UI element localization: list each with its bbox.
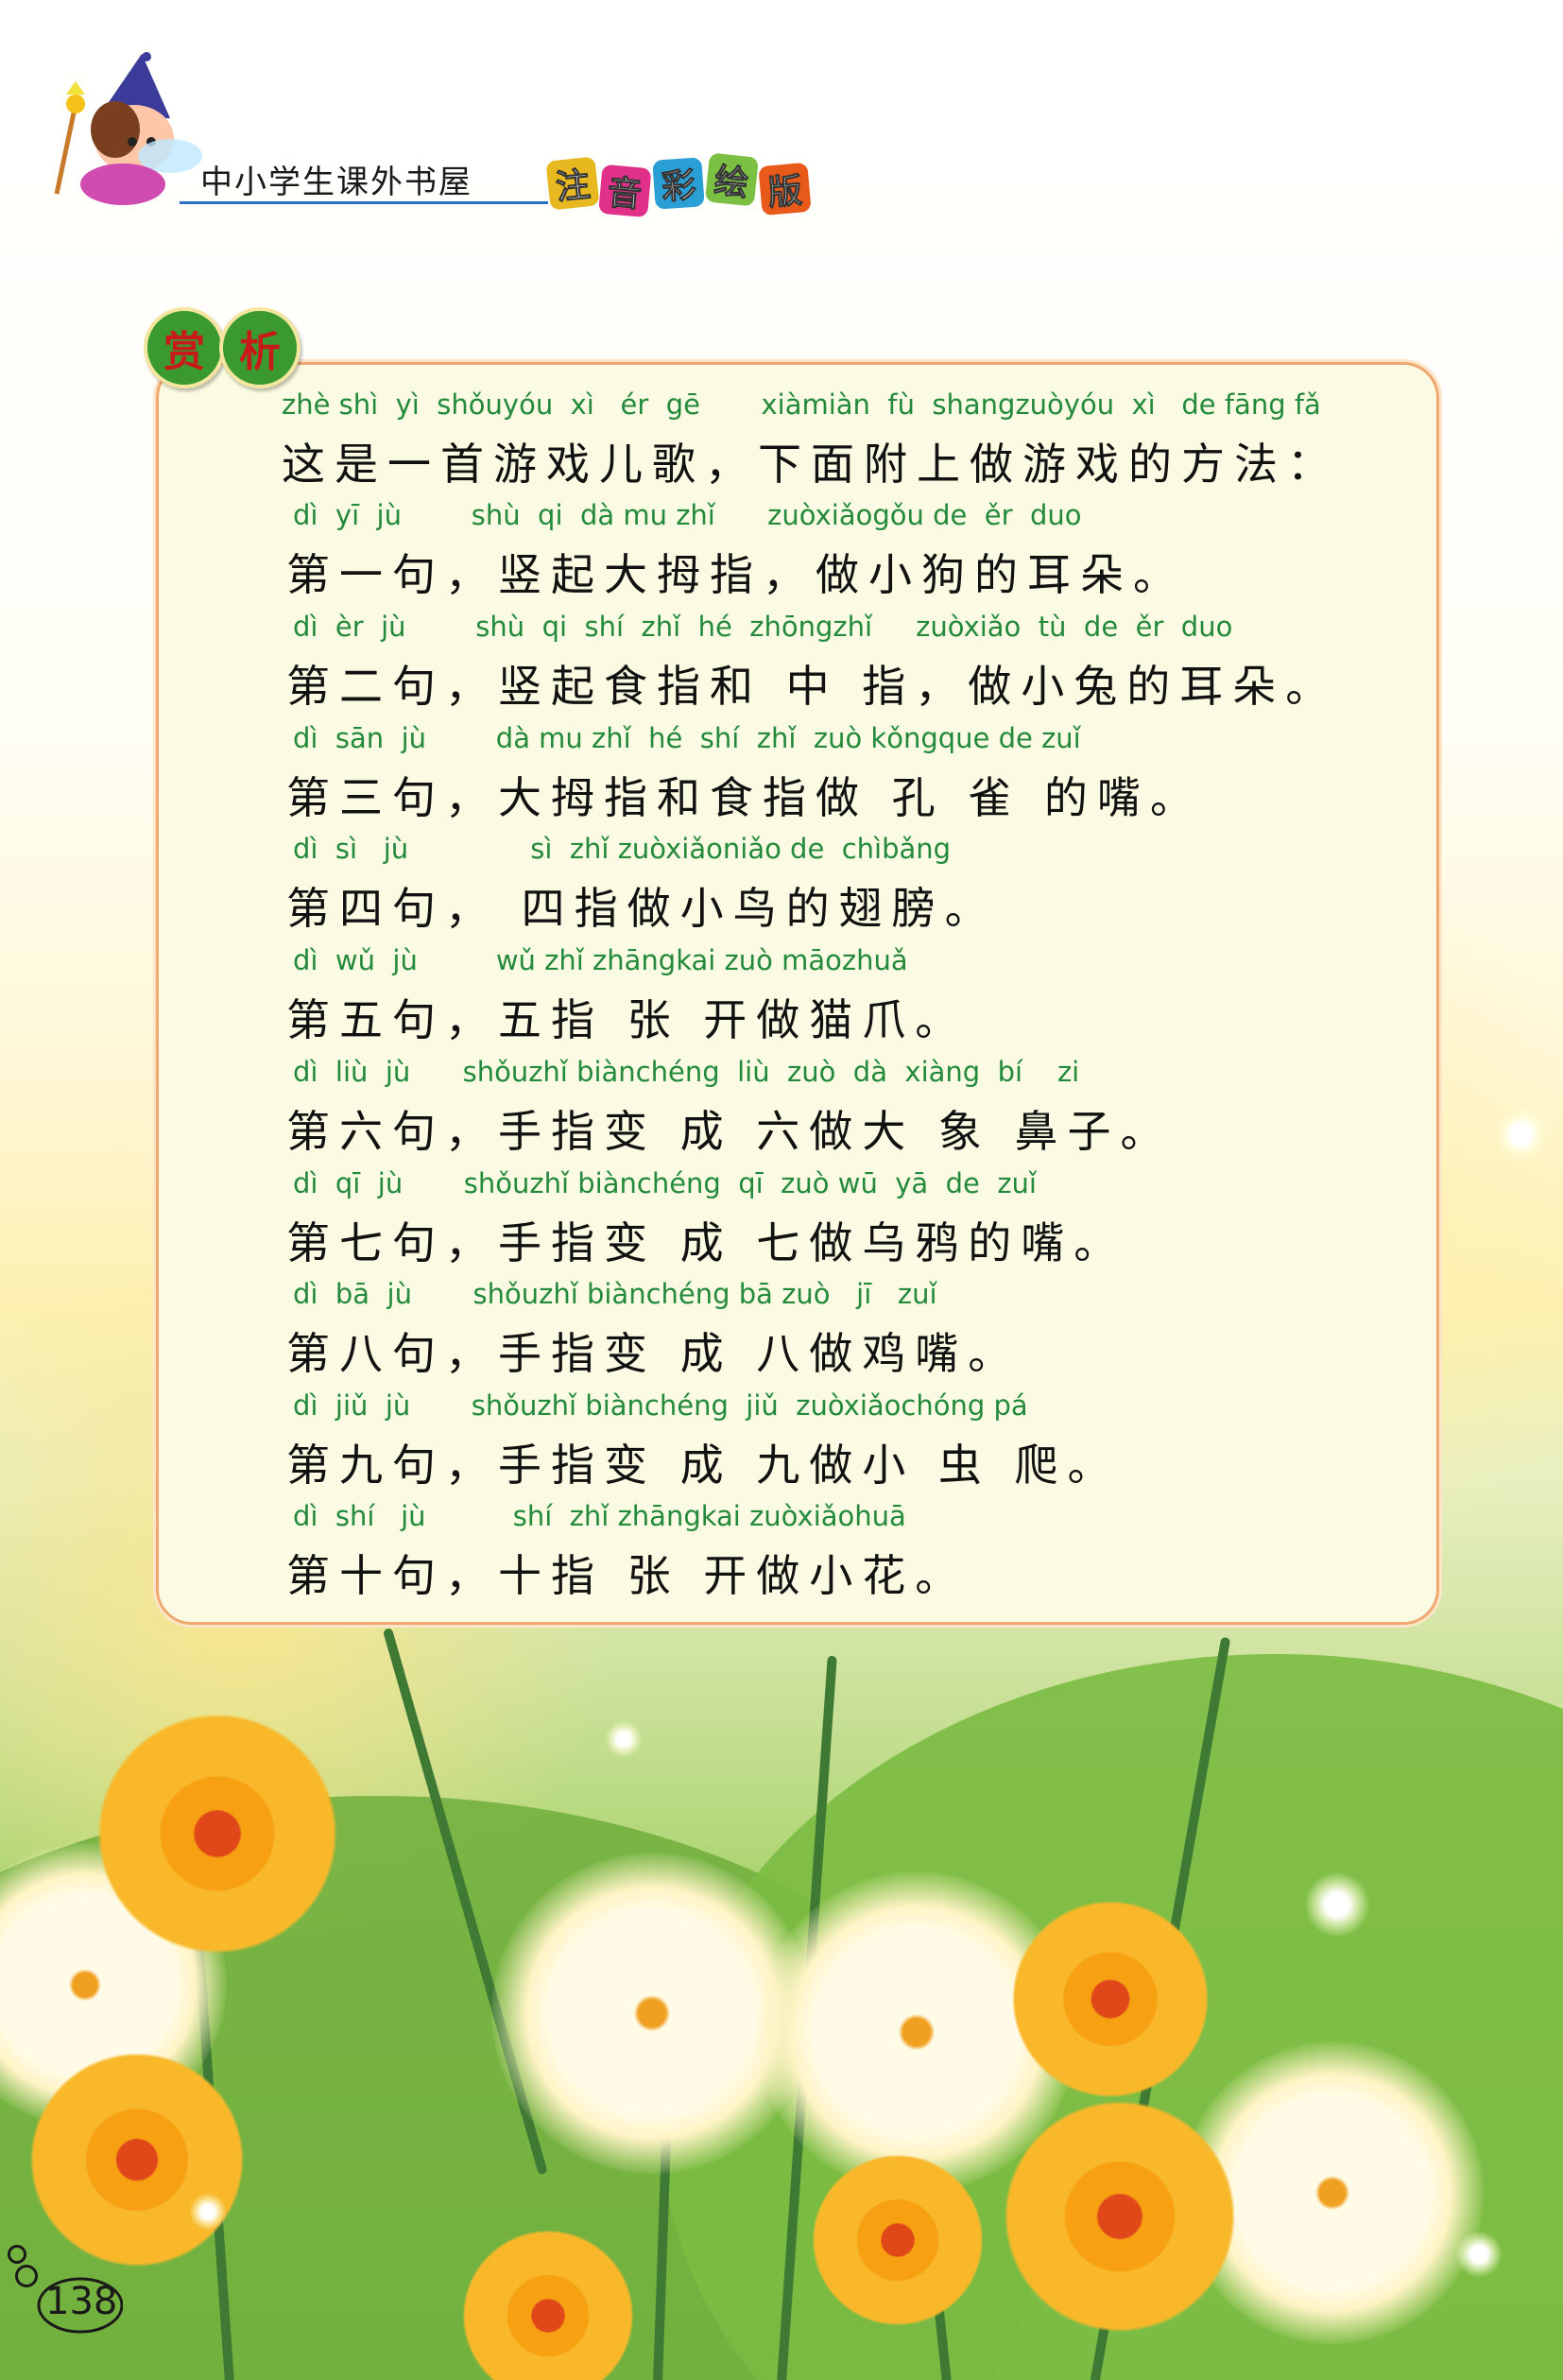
pinyin-line: dì jiǔ jù shǒuzhǐ biànchéng jiǔ zuòxiǎoc… xyxy=(293,1389,1028,1422)
hanzi-line: 第四句， 四指做小鸟的翅膀。 xyxy=(286,883,998,934)
hanzi-line: 第二句，竖起食指和 中 指，做小兔的耳朵。 xyxy=(286,661,1339,712)
pinyin-line: dì shí jù shí zhǐ zhāngkai zuòxiǎohuā xyxy=(293,1500,906,1532)
hanzi-line: 第七句，手指变 成 七做乌鸦的嘴。 xyxy=(286,1217,1127,1268)
hanzi-line: 第九句，手指变 成 九做小 虫 爬。 xyxy=(286,1440,1121,1491)
fairy-mascot-logo xyxy=(54,52,202,205)
pinyin-line: dì èr jù shù qi shí zhǐ hé zhōngzhǐ zuòx… xyxy=(293,611,1233,643)
badge-char: 音 xyxy=(598,164,652,218)
pinyin-line: dì wǔ jù wǔ zhǐ zhāngkai zuò māozhuǎ xyxy=(293,944,908,976)
decor-dot xyxy=(8,2245,26,2264)
page-number: 138 xyxy=(45,2280,118,2323)
badge-char: 版 xyxy=(758,162,812,216)
pinyin-line: dì bā jù shǒuzhǐ biànchéng bā zuò jī zuǐ xyxy=(293,1278,937,1310)
hanzi-line: 这是一首游戏儿歌，下面附上做游戏的方法： xyxy=(282,439,1340,490)
badge-char: 注 xyxy=(545,156,600,211)
badge-char: 绘 xyxy=(704,152,759,207)
heading-char: 赏 xyxy=(163,328,205,376)
page-number-bubble xyxy=(37,2277,123,2334)
hanzi-line: 第八句，手指变 成 八做鸡嘴。 xyxy=(286,1328,1022,1379)
heading-badge: 赏 xyxy=(144,307,225,388)
heading-char: 析 xyxy=(239,328,281,376)
pinyin-line: dì liù jù shǒuzhǐ biànchéng liù zuò dà x… xyxy=(293,1056,1080,1088)
section-heading-appreciation: 赏 析 xyxy=(144,307,301,388)
hanzi-line: 第五句，五指 张 开做猫爪。 xyxy=(286,994,969,1045)
hanzi-line: 第六句，手指变 成 六做大 象 鼻子。 xyxy=(286,1106,1174,1157)
decor-dot xyxy=(15,2265,38,2287)
hanzi-line: 第十句，十指 张 开做小花。 xyxy=(286,1550,969,1601)
badge-char: 彩 xyxy=(652,157,705,210)
pinyin-line: dì yī jù shù qi dà mu zhǐ zuòxiǎogǒu de … xyxy=(293,499,1082,531)
title-underline xyxy=(180,201,548,204)
heading-badge: 析 xyxy=(219,307,301,388)
pinyin-line: zhè shì yì shǒuyóu xì ér gē xiàmiàn fù s… xyxy=(282,388,1321,421)
hanzi-line: 第三句，大拇指和食指做 孔 雀 的嘴。 xyxy=(286,772,1203,823)
pinyin-line: dì sān jù dà mu zhǐ hé shí zhǐ zuò kǒngq… xyxy=(293,722,1081,754)
edition-badge: 注 音 彩 绘 版 xyxy=(545,152,813,218)
hanzi-line: 第一句，竖起大拇指，做小狗的耳朵。 xyxy=(286,549,1186,600)
content-panel: zhè shì yì shǒuyóu xì ér gē xiàmiàn fù s… xyxy=(156,362,1439,1625)
pinyin-line: dì sì jù sì zhǐ zuòxiǎoniǎo de chìbǎng xyxy=(293,833,952,865)
pinyin-line: dì qī jù shǒuzhǐ biànchéng qī zuò wū yā … xyxy=(293,1167,1037,1199)
book-series-title: 中小学生课外书屋 xyxy=(200,164,472,201)
